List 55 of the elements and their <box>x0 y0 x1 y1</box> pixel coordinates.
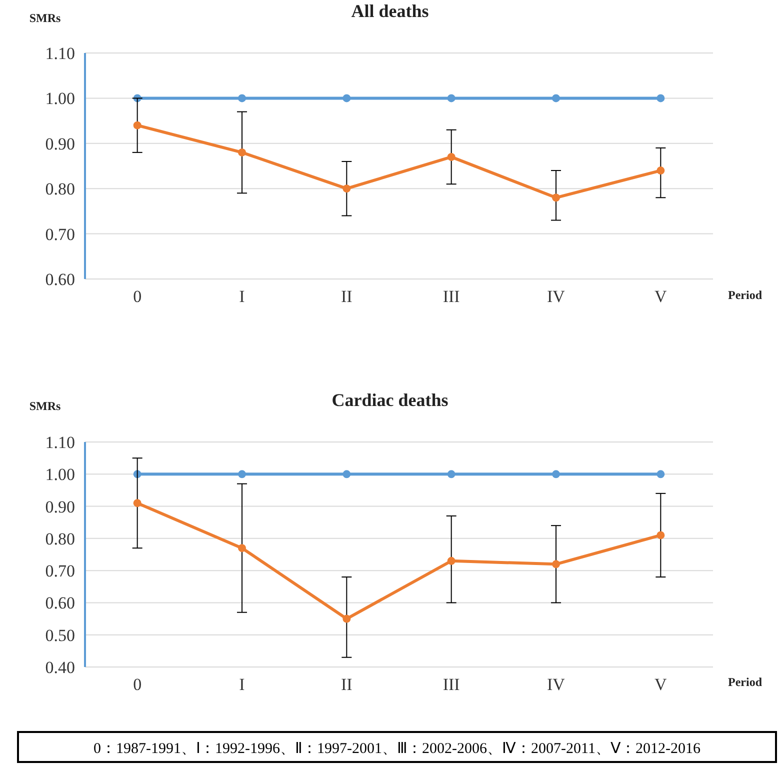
point <box>552 470 560 478</box>
y-axis-title: SMRs <box>29 399 61 413</box>
y-tick-label: 1.00 <box>45 89 75 108</box>
point <box>342 470 351 478</box>
y-tick-label: 0.90 <box>45 134 75 154</box>
point <box>656 166 665 175</box>
y-tick-label: 1.10 <box>45 44 75 63</box>
point <box>342 94 351 102</box>
x-tick-label: I <box>239 287 246 306</box>
x-tick-label: IV <box>547 287 566 306</box>
point <box>238 544 246 552</box>
x-tick-label: 0 <box>133 675 142 694</box>
y-tick-label: 0.80 <box>45 180 75 199</box>
x-tick-label: III <box>442 287 460 306</box>
point <box>552 94 560 102</box>
x-tick-label: IV <box>547 675 566 694</box>
point <box>447 556 456 565</box>
y-tick-label: 0.50 <box>45 626 75 645</box>
point <box>656 94 665 102</box>
point <box>133 499 142 508</box>
point <box>342 184 351 193</box>
point <box>656 531 665 540</box>
point <box>552 194 560 202</box>
y-tick-label: 0.70 <box>45 224 75 244</box>
x-tick-label: III <box>442 675 460 694</box>
y-axis-title: SMRs <box>29 11 61 25</box>
point <box>656 470 665 478</box>
point <box>447 470 456 478</box>
y-tick-label: 1.10 <box>45 433 75 452</box>
point <box>238 148 246 156</box>
point <box>552 560 560 568</box>
y-tick-label: 0.60 <box>45 594 75 613</box>
x-axis-title: Period <box>728 288 762 302</box>
point <box>238 470 246 478</box>
chart-title: All deaths <box>351 1 429 21</box>
x-tick-label: V <box>654 287 668 306</box>
point <box>238 94 246 102</box>
text: 0：1987-1991、Ⅰ：1992-1996、Ⅱ：1997-2001、Ⅲ：2002-2006、Ⅳ：2007-2011、Ⅴ：2012-2016 <box>94 741 701 757</box>
x-axis-title: Period <box>728 675 762 689</box>
x-tick-label: II <box>341 287 353 306</box>
point <box>342 614 351 623</box>
chart-title: Cardiac deaths <box>332 390 448 410</box>
y-tick-label: 1.00 <box>45 465 75 484</box>
x-tick-label: V <box>654 675 668 694</box>
point <box>133 121 142 130</box>
y-tick-label: 0.40 <box>45 658 75 677</box>
y-tick-label: 0.90 <box>45 497 75 516</box>
y-tick-label: 0.60 <box>45 270 75 289</box>
point <box>447 152 456 161</box>
point <box>447 94 456 102</box>
x-tick-label: I <box>239 675 246 694</box>
y-tick-label: 0.80 <box>45 529 75 548</box>
x-tick-label: 0 <box>133 287 142 306</box>
y-tick-label: 0.70 <box>45 562 75 581</box>
x-tick-label: II <box>341 675 353 694</box>
